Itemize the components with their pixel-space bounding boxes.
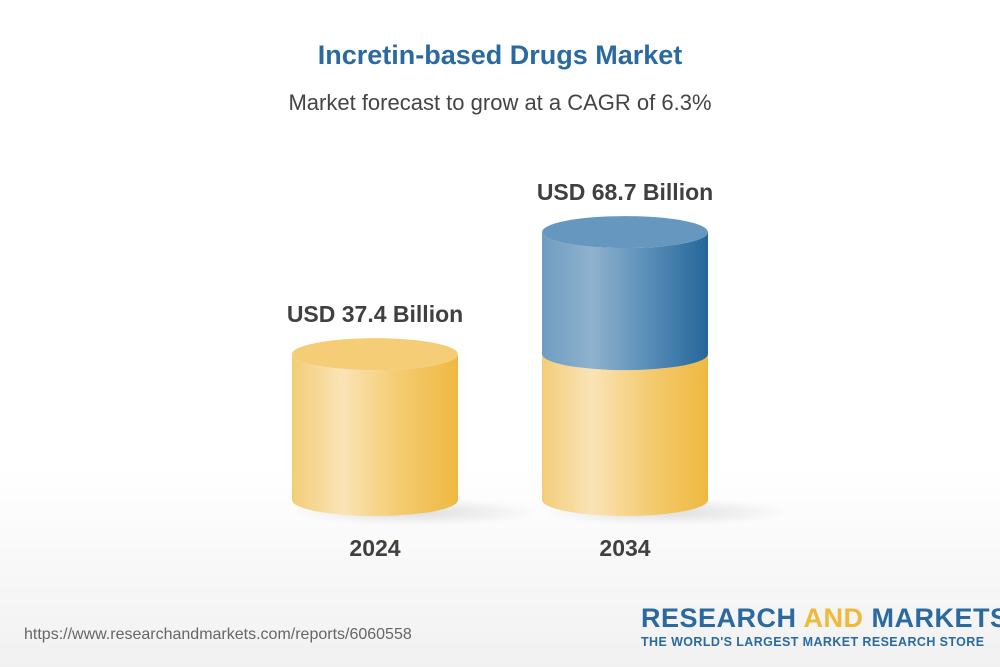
bar-growth-2034: [542, 232, 708, 371]
bar-base-2034: [542, 354, 708, 516]
bar-base-2024: [292, 354, 458, 516]
chart-subtitle: Market forecast to grow at a CAGR of 6.3…: [288, 90, 712, 115]
bar-top-2034: [542, 216, 708, 249]
chart-title: Incretin-based Drugs Market: [317, 40, 683, 70]
research-and-markets-logo: RESEARCH AND MARKETS THE WORLD'S LARGEST…: [641, 603, 1000, 649]
category-label: 2024: [349, 535, 400, 561]
data-label: USD 68.7 Billion: [537, 179, 713, 205]
source-url[interactable]: https://www.researchandmarkets.com/repor…: [24, 626, 412, 643]
bar-top-2024: [292, 338, 458, 371]
data-label: USD 37.4 Billion: [287, 301, 463, 327]
category-label: 2034: [599, 535, 650, 561]
